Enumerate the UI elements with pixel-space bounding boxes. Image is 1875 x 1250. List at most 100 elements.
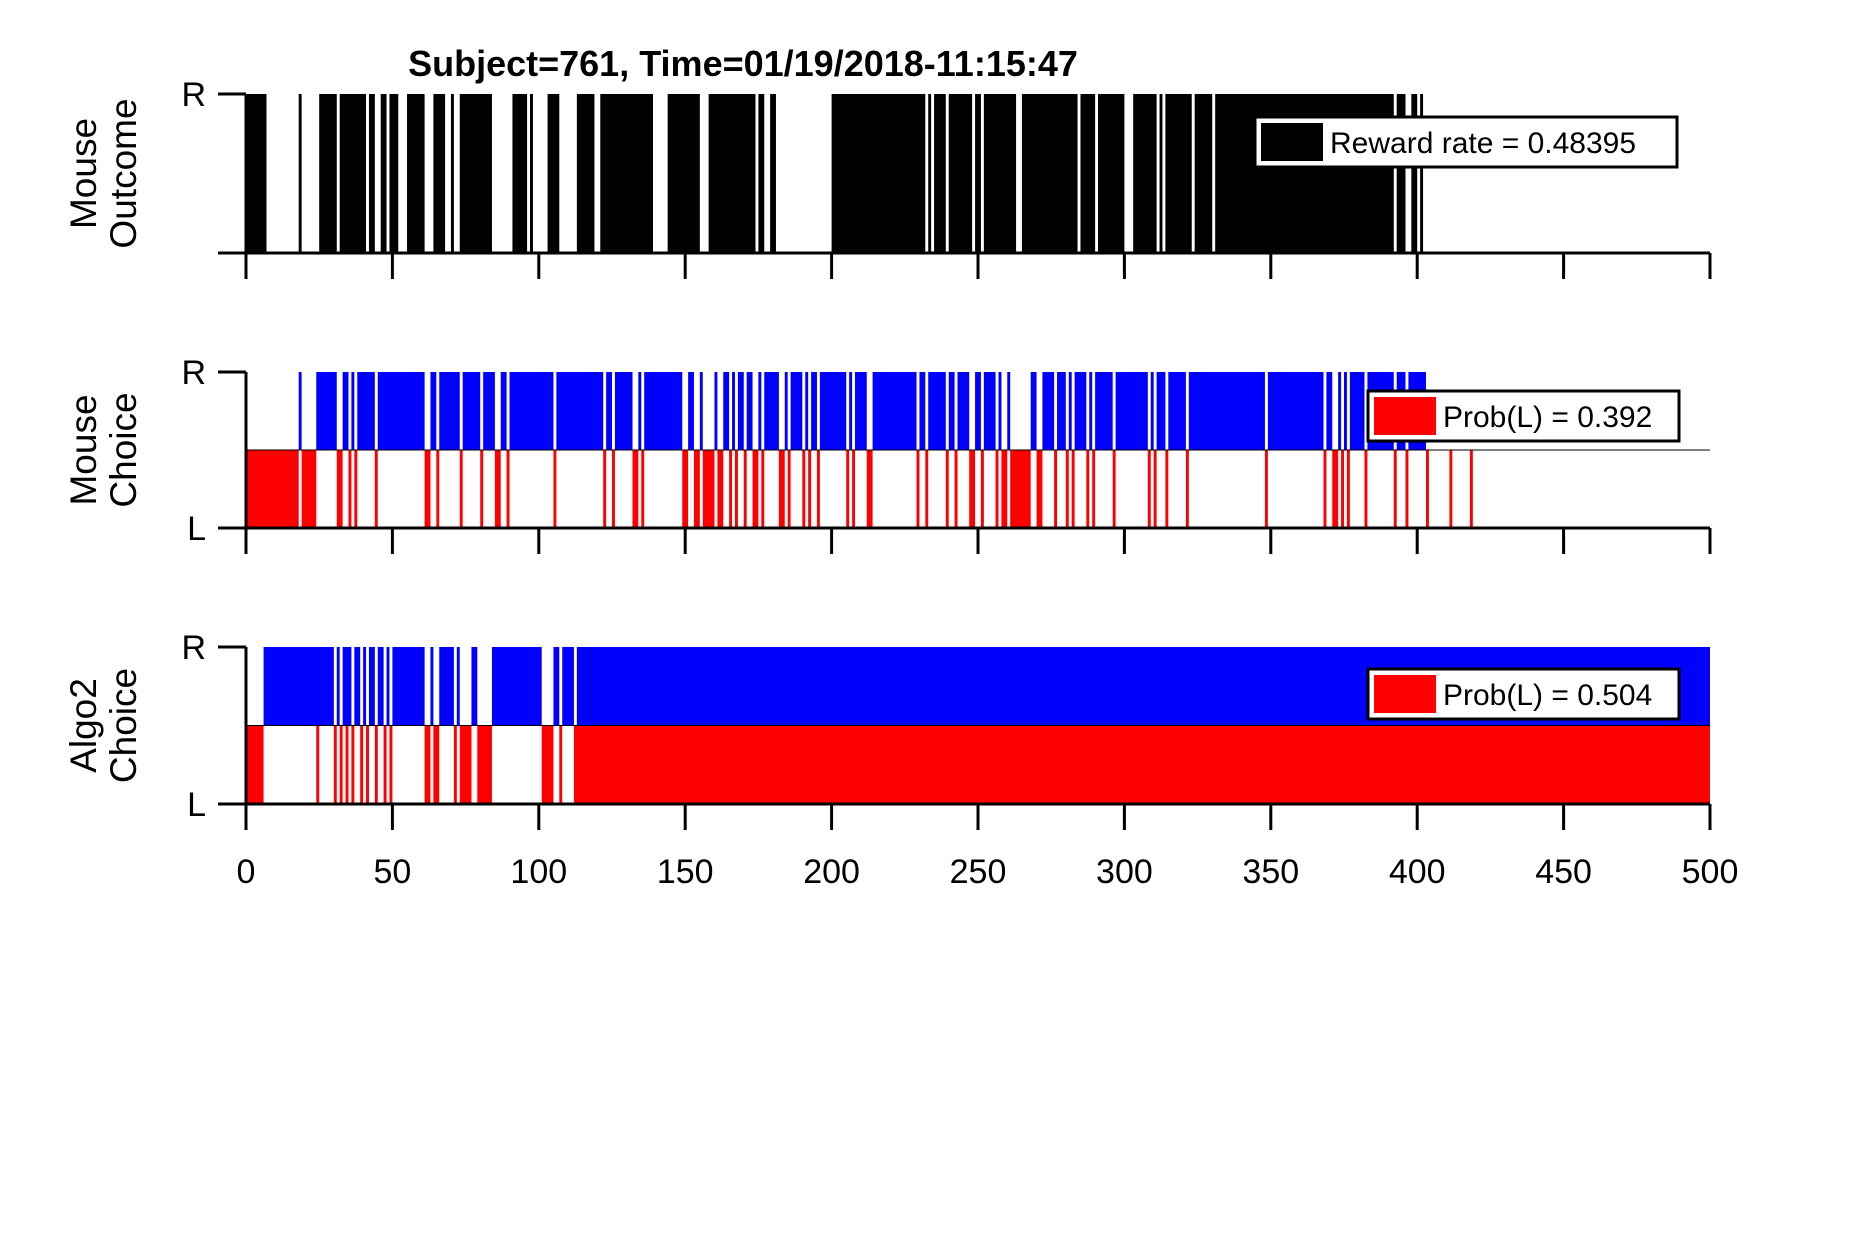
right-choice-bar xyxy=(342,647,352,726)
left-choice-bar xyxy=(383,725,387,804)
reward-bar xyxy=(1194,94,1213,253)
right-choice-bar xyxy=(1030,372,1037,450)
reward-bar xyxy=(1133,94,1157,253)
reward-bar xyxy=(389,94,399,253)
y-axis-label: MouseChoice xyxy=(63,392,144,507)
left-choice-bar xyxy=(866,450,873,528)
left-choice-bar xyxy=(1165,450,1169,528)
x-tick-label: 400 xyxy=(1389,853,1446,891)
right-choice-bar xyxy=(948,372,955,450)
y-tick-label-l: L xyxy=(187,510,206,548)
left-choice-bar xyxy=(494,450,501,528)
right-choice-bar xyxy=(336,647,340,726)
left-choice-bar xyxy=(541,725,554,804)
right-choice-bar xyxy=(919,372,926,450)
reward-bar xyxy=(576,94,595,253)
right-choice-bar xyxy=(699,372,703,450)
left-choice-bar xyxy=(433,725,440,804)
reward-bar xyxy=(380,94,387,253)
reward-bar xyxy=(298,94,302,253)
reward-bar xyxy=(667,94,700,253)
left-choice-bar xyxy=(846,450,850,528)
reward-bar xyxy=(246,94,267,253)
legend-label: Reward rate = 0.48395 xyxy=(1330,127,1636,160)
left-choice-bar xyxy=(808,450,812,528)
left-choice-bar xyxy=(345,725,349,804)
right-choice-bar xyxy=(351,372,355,450)
left-choice-bar xyxy=(603,450,607,528)
right-choice-bar xyxy=(811,372,817,450)
right-choice-bar xyxy=(316,372,337,450)
right-choice-bar xyxy=(805,372,809,450)
right-choice-bar xyxy=(1095,372,1113,450)
reward-bar xyxy=(1080,94,1096,253)
y-axis-label-line-1: Mouse xyxy=(63,394,104,505)
right-choice-bar xyxy=(509,372,554,450)
right-choice-bar xyxy=(1074,372,1087,450)
x-tick-label: 150 xyxy=(657,853,714,891)
reward-bar xyxy=(368,94,375,253)
x-tick-label: 500 xyxy=(1682,853,1739,891)
y-axis-label-line-2: Choice xyxy=(103,392,144,507)
reward-bar xyxy=(459,94,492,253)
left-choice-bar xyxy=(1425,450,1429,528)
right-choice-bar xyxy=(975,372,981,450)
right-choice-bar xyxy=(849,372,853,450)
left-choice-bar xyxy=(351,725,355,804)
y-axis-label-line-2: Choice xyxy=(103,668,144,783)
reward-bar xyxy=(708,94,756,253)
y-tick-label-l: L xyxy=(187,786,206,824)
left-choice-bar xyxy=(743,450,747,528)
y-axis-label-line-1: Algo2 xyxy=(63,678,104,773)
reward-bar xyxy=(1411,94,1418,253)
left-choice-bar xyxy=(734,450,738,528)
left-choice-bar xyxy=(980,450,984,528)
legend: Prob(L) = 0.392 xyxy=(1366,389,1681,443)
left-choice-bar xyxy=(1054,450,1058,528)
left-choice-bar xyxy=(389,725,393,804)
right-choice-bar xyxy=(1156,372,1166,450)
left-choice-bar xyxy=(969,450,976,528)
left-choice-bar xyxy=(360,725,364,804)
left-choice-bar xyxy=(480,450,484,528)
legend-swatch xyxy=(1374,397,1436,435)
right-choice-bar xyxy=(430,372,437,450)
reward-bar xyxy=(758,94,765,253)
reward-bar xyxy=(339,94,367,253)
left-choice-bar xyxy=(374,725,378,804)
right-choice-bar xyxy=(714,372,718,450)
right-choice-bar xyxy=(263,647,334,726)
y-axis-label-line-1: Mouse xyxy=(63,118,104,229)
right-choice-bar xyxy=(1057,372,1066,450)
left-choice-bar xyxy=(1112,450,1116,528)
left-choice-bar xyxy=(459,450,463,528)
left-choice-bar xyxy=(424,450,431,528)
right-choice-bar xyxy=(606,372,612,450)
right-choice-bar xyxy=(746,372,753,450)
right-choice-bar xyxy=(354,647,361,726)
left-choice-bar xyxy=(1449,450,1453,528)
left-choice-bar xyxy=(916,450,920,528)
left-choice-bar xyxy=(1341,450,1344,528)
x-tick-label: 450 xyxy=(1535,853,1592,891)
left-choice-bar xyxy=(1036,450,1043,528)
reward-bar xyxy=(1420,94,1424,253)
left-choice-bar xyxy=(852,450,856,528)
reward-bar xyxy=(407,94,425,253)
right-choice-bar xyxy=(1007,372,1011,450)
left-choice-bar xyxy=(366,725,369,804)
x-tick-label: 300 xyxy=(1096,853,1153,891)
right-choice-bar xyxy=(491,647,542,726)
y-axis-label: MouseOutcome xyxy=(63,98,144,248)
right-choice-bar xyxy=(928,372,946,450)
x-tick-label: 250 xyxy=(950,853,1007,891)
right-choice-bar xyxy=(377,647,384,726)
reward-bar xyxy=(600,94,653,253)
panel-choice-1: R L MouseChoice Prob(L) = 0.392 xyxy=(63,354,1712,554)
y-tick-label-r: R xyxy=(181,629,206,667)
left-choice-bar xyxy=(374,450,378,528)
left-choice-bar xyxy=(1332,450,1339,528)
right-choice-bar xyxy=(688,372,694,450)
right-choice-bar xyxy=(357,372,375,450)
